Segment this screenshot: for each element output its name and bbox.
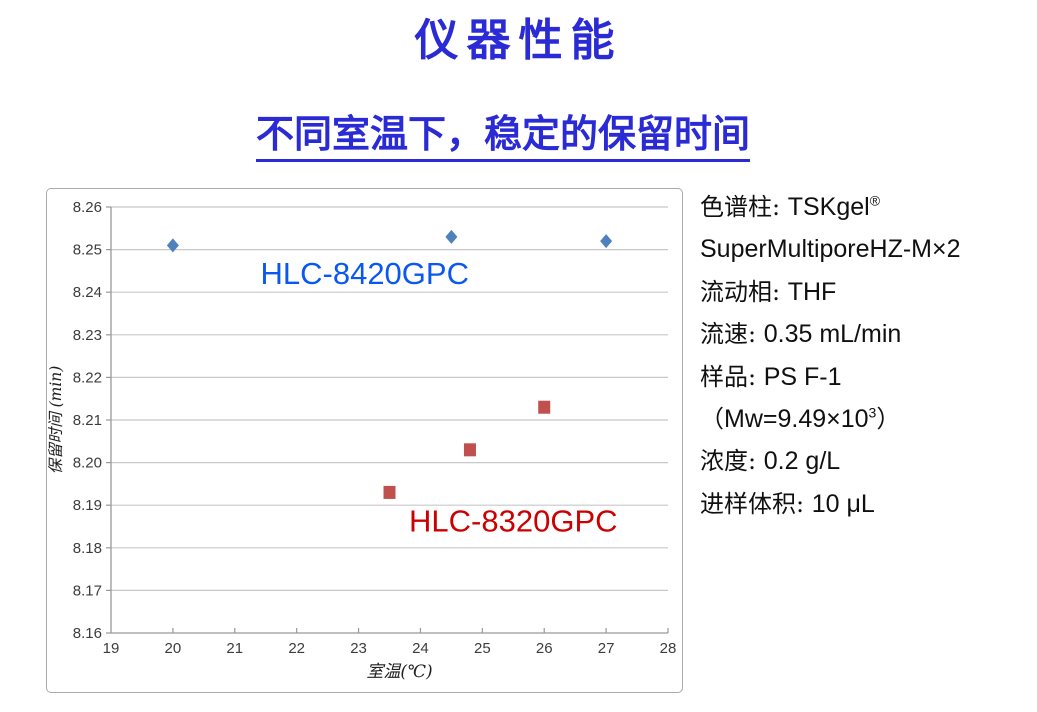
page-title: 仪器性能	[414, 15, 623, 66]
y-tick-label: 8.16	[73, 625, 102, 642]
data-point-hlc-8320gpc	[538, 400, 551, 414]
spec-flow-rate: 流速: 0.35 mL/min	[700, 313, 1037, 355]
spec-column-line2: SuperMultiporeHZ-M×2	[700, 228, 1037, 270]
spec-concentration: 浓度: 0.2 g/L	[700, 440, 1037, 482]
y-tick-label: 8.20	[73, 455, 102, 472]
spec-label: 流动相:	[700, 277, 788, 306]
retention-time-chart: 8.16 8.17 8.18 8.19 8.20 8.21 8.22 8.23 8.24 8.25…	[46, 188, 683, 693]
spec-value: Mw=9.49×10	[724, 404, 869, 433]
y-tick-label: 8.22	[73, 369, 102, 386]
y-tick-label: 8.26	[73, 199, 102, 216]
x-tick-label: 28	[660, 640, 677, 657]
spec-injection-volume: 进样体积: 10 μL	[700, 483, 1037, 525]
x-tick-label: 24	[412, 640, 429, 657]
y-tick-label: 8.25	[73, 242, 102, 259]
spec-column: 色谱柱: TSKgel®	[700, 186, 1037, 228]
y-tick-label: 8.17	[73, 582, 102, 599]
x-tick-label: 23	[350, 640, 367, 657]
spec-superscript: ®	[869, 192, 881, 209]
data-point-hlc-8320gpc	[463, 443, 476, 457]
spec-value: 10 μL	[811, 489, 875, 518]
spec-value: SuperMultiporeHZ-M×2	[700, 235, 961, 264]
spec-sample: 样品: PS F-1	[700, 356, 1037, 398]
spec-list: 色谱柱: TSKgel® SuperMultiporeHZ-M×2 流动相: T…	[700, 186, 1037, 525]
x-tick-label: 27	[598, 640, 615, 657]
spec-value: PS F-1	[763, 362, 842, 391]
series-label-hlc-8420gpc: HLC-8420GPC	[261, 256, 469, 291]
x-tick-label: 19	[103, 640, 120, 657]
spec-molecular-weight: （Mw=9.49×103）	[700, 398, 1037, 440]
spec-label: 样品:	[700, 362, 764, 391]
x-tick-label: 25	[474, 640, 491, 657]
spec-mobile-phase: 流动相: THF	[700, 271, 1037, 313]
y-axis-title: 保留时间 (min)	[47, 366, 65, 475]
x-axis-title: 室温(℃)	[366, 662, 432, 682]
y-tick-label: 8.23	[73, 327, 102, 344]
page-subtitle: 不同室温下，稳定的保留时间	[256, 112, 751, 162]
spec-value: THF	[787, 277, 837, 306]
chart-canvas: 8.16 8.17 8.18 8.19 8.20 8.21 8.22 8.23 8.24 8.25…	[47, 199, 677, 682]
data-point-hlc-8420gpc	[166, 238, 179, 253]
spec-label: 浓度:	[700, 447, 764, 476]
y-tick-label: 8.24	[73, 284, 102, 301]
series-label-hlc-8320gpc: HLC-8320GPC	[409, 503, 617, 538]
data-point-hlc-8320gpc	[383, 485, 396, 499]
x-tick-label: 21	[226, 640, 243, 657]
spec-value: 0.2 g/L	[763, 447, 841, 476]
spec-superscript: 3	[868, 404, 877, 421]
x-tick-label: 26	[536, 640, 553, 657]
y-tick-label: 8.19	[73, 497, 102, 514]
spec-label: 进样体积:	[700, 489, 812, 518]
spec-suffix: ）	[876, 404, 901, 433]
spec-label: （	[700, 404, 724, 433]
spec-label: 色谱柱:	[700, 193, 788, 221]
data-point-hlc-8420gpc	[600, 234, 613, 249]
x-tick-label: 22	[288, 640, 305, 657]
spec-label: 流速:	[700, 320, 764, 349]
data-point-hlc-8420gpc	[445, 229, 458, 244]
x-tick-label: 20	[165, 640, 182, 657]
y-tick-label: 8.18	[73, 540, 102, 557]
spec-value: 0.35 mL/min	[763, 320, 902, 349]
spec-value: TSKgel	[787, 193, 870, 221]
y-tick-label: 8.21	[73, 412, 102, 429]
